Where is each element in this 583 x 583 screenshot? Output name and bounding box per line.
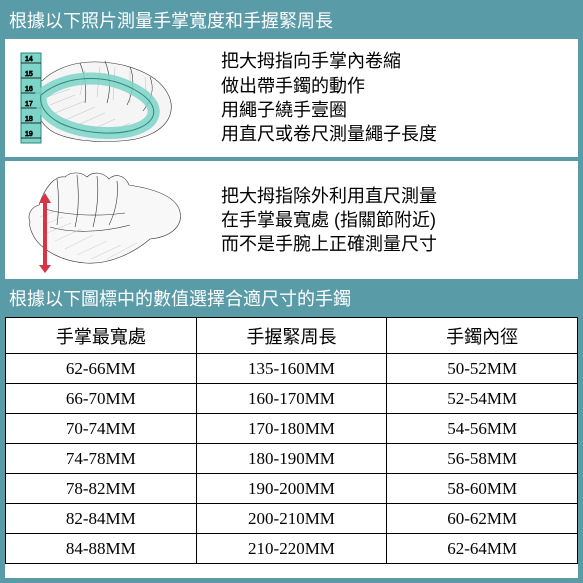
table-row: 66-70MM160-170MM52-54MM bbox=[6, 384, 578, 414]
table-cell: 160-170MM bbox=[196, 384, 387, 414]
table-row: 82-84MM200-210MM60-62MM bbox=[6, 504, 578, 534]
svg-text:19: 19 bbox=[25, 131, 33, 138]
table-row: 74-78MM180-190MM56-58MM bbox=[6, 444, 578, 474]
col-bracelet-diameter: 手鐲內徑 bbox=[387, 318, 578, 354]
instr1-line: 用繩子繞手壹圈 bbox=[221, 98, 568, 122]
svg-text:17: 17 bbox=[25, 101, 33, 108]
col-palm-width: 手掌最寬處 bbox=[6, 318, 197, 354]
header-select-size: 根據以下圖標中的數值選擇合適尺寸的手鐲 bbox=[5, 283, 578, 317]
svg-text:18: 18 bbox=[25, 116, 33, 123]
svg-text:16: 16 bbox=[25, 86, 33, 93]
table-cell: 66-70MM bbox=[6, 384, 197, 414]
svg-text:14: 14 bbox=[25, 56, 33, 63]
table-cell: 82-84MM bbox=[6, 504, 197, 534]
table-cell: 54-56MM bbox=[387, 414, 578, 444]
svg-text:15: 15 bbox=[25, 71, 33, 78]
size-table: 手掌最寬處 手握緊周長 手鐲內徑 62-66MM135-160MM50-52MM… bbox=[5, 317, 578, 564]
table-cell: 60-62MM bbox=[387, 504, 578, 534]
table-cell: 135-160MM bbox=[196, 354, 387, 384]
instr2-line: 在手掌最寬處 (指關節附近) bbox=[221, 208, 568, 232]
table-cell: 170-180MM bbox=[196, 414, 387, 444]
instr1-line: 用直尺或卷尺測量繩子長度 bbox=[221, 122, 568, 146]
hand-tape-illustration: 14 15 16 17 18 19 bbox=[15, 45, 183, 151]
instr2-line: 把大拇指除外利用直尺測量 bbox=[221, 184, 568, 208]
table-cell: 210-220MM bbox=[196, 534, 387, 564]
table-cell: 180-190MM bbox=[196, 444, 387, 474]
table-row: 62-66MM135-160MM50-52MM bbox=[6, 354, 578, 384]
table-cell: 200-210MM bbox=[196, 504, 387, 534]
table-row: 70-74MM170-180MM54-56MM bbox=[6, 414, 578, 444]
table-cell: 70-74MM bbox=[6, 414, 197, 444]
table-cell: 56-58MM bbox=[387, 444, 578, 474]
table-cell: 74-78MM bbox=[6, 444, 197, 474]
table-cell: 78-82MM bbox=[6, 474, 197, 504]
table-cell: 84-88MM bbox=[6, 534, 197, 564]
table-cell: 52-54MM bbox=[387, 384, 578, 414]
size-table-wrap: 手掌最寬處 手握緊周長 手鐲內徑 62-66MM135-160MM50-52MM… bbox=[5, 317, 578, 578]
header-measure: 根據以下照片測量手掌寬度和手握緊周長 bbox=[5, 5, 578, 39]
table-row: 84-88MM210-220MM62-64MM bbox=[6, 534, 578, 564]
instruction-circumference: 14 15 16 17 18 19 把大拇指向手掌內卷縮 做出帶手鐲的動作 用繩… bbox=[5, 39, 578, 157]
instruction-text-1: 把大拇指向手掌內卷縮 做出帶手鐲的動作 用繩子繞手壹圈 用直尺或卷尺測量繩子長度 bbox=[183, 49, 568, 146]
table-cell: 50-52MM bbox=[387, 354, 578, 384]
table-cell: 62-66MM bbox=[6, 354, 197, 384]
instr1-line: 把大拇指向手掌內卷縮 bbox=[221, 49, 568, 73]
instruction-text-2: 把大拇指除外利用直尺測量 在手掌最寬處 (指關節附近) 而不是手腕上正確測量尺寸 bbox=[183, 184, 568, 257]
table-header-row: 手掌最寬處 手握緊周長 手鐲內徑 bbox=[6, 318, 578, 354]
instruction-width: 把大拇指除外利用直尺測量 在手掌最寬處 (指關節附近) 而不是手腕上正確測量尺寸 bbox=[5, 161, 578, 279]
table-cell: 190-200MM bbox=[196, 474, 387, 504]
table-row: 78-82MM190-200MM58-60MM bbox=[6, 474, 578, 504]
col-grip-circumference: 手握緊周長 bbox=[196, 318, 387, 354]
instr1-line: 做出帶手鐲的動作 bbox=[221, 74, 568, 98]
table-cell: 62-64MM bbox=[387, 534, 578, 564]
instr2-line: 而不是手腕上正確測量尺寸 bbox=[221, 232, 568, 256]
table-cell: 58-60MM bbox=[387, 474, 578, 504]
hand-ruler-illustration bbox=[15, 167, 183, 273]
